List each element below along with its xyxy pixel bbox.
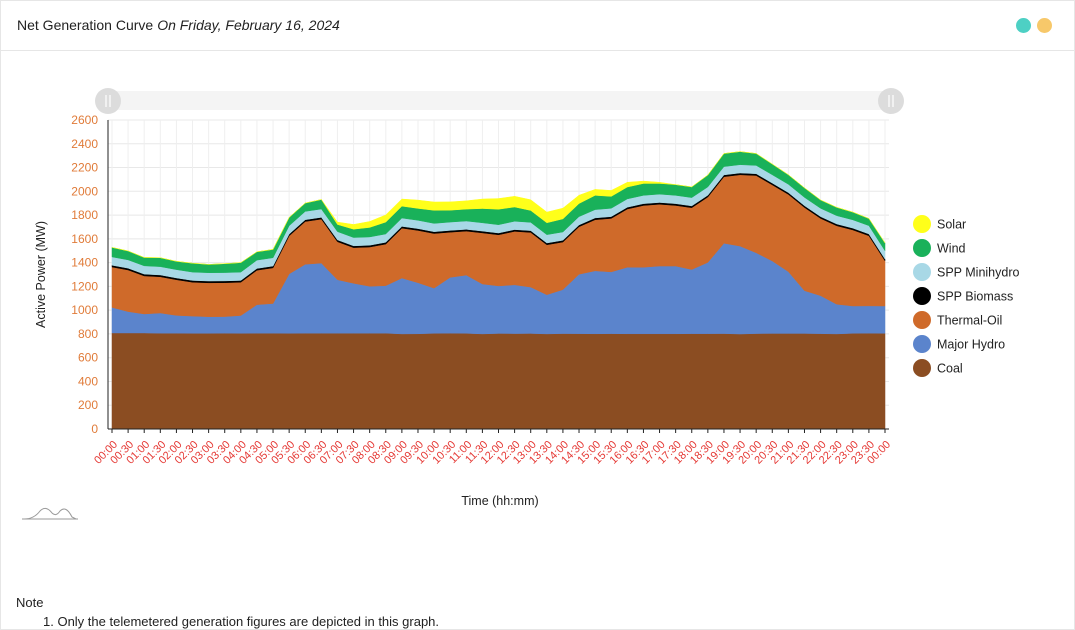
- legend-label[interactable]: SPP Biomass: [937, 290, 1013, 304]
- area-coal[interactable]: [111, 332, 886, 430]
- legend-marker[interactable]: [913, 215, 931, 233]
- y-tick-label: 200: [78, 398, 98, 412]
- y-tick-label: 1200: [71, 279, 98, 293]
- range-handle-left[interactable]: [95, 88, 121, 114]
- title-date: On Friday, February 16, 2024: [157, 17, 340, 33]
- y-tick-label: 1800: [71, 208, 98, 222]
- chart-title: Net Generation Curve On Friday, February …: [17, 17, 340, 33]
- legend-marker[interactable]: [913, 335, 931, 353]
- chart-thumbnail-icon: [22, 507, 78, 520]
- legend-marker[interactable]: [913, 287, 931, 305]
- legend-marker[interactable]: [913, 359, 931, 377]
- legend-label[interactable]: Wind: [937, 242, 966, 256]
- header-dots: [1016, 18, 1052, 33]
- y-tick-label: 1400: [71, 256, 98, 270]
- legend-label[interactable]: Major Hydro: [937, 338, 1005, 352]
- net-generation-chart: 0 200 400 600 800 1000 1200 1400 1600 1800 2000 220…: [34, 88, 1019, 508]
- legend-marker[interactable]: [913, 263, 931, 281]
- legend-label[interactable]: Solar: [937, 218, 966, 232]
- y-tick-label: 2600: [71, 113, 98, 127]
- note-heading: Note: [16, 595, 44, 610]
- legend-label[interactable]: SPP Minihydro: [937, 266, 1019, 280]
- note-item: 1. Only the telemetered generation figur…: [43, 614, 440, 629]
- y-axis-label: Active Power (MW): [34, 221, 48, 328]
- x-axis-label: Time (hh:mm): [461, 494, 538, 508]
- legend-marker[interactable]: [913, 311, 931, 329]
- y-tick-label: 600: [78, 351, 98, 365]
- y-tick-label: 800: [78, 327, 98, 341]
- y-tick-label: 0: [91, 422, 98, 436]
- legend-label[interactable]: Coal: [937, 362, 963, 376]
- legend-marker[interactable]: [913, 239, 931, 257]
- legend-label[interactable]: Thermal-Oil: [937, 314, 1002, 328]
- yellow-dot-icon[interactable]: [1037, 18, 1052, 33]
- y-tick-label: 2000: [71, 184, 98, 198]
- y-tick-label: 2400: [71, 137, 98, 151]
- y-tick-label: 400: [78, 374, 98, 388]
- range-slider-track[interactable]: [108, 91, 892, 110]
- teal-dot-icon[interactable]: [1016, 18, 1031, 33]
- card-header: Net Generation Curve On Friday, February …: [1, 1, 1074, 51]
- title-text: Net Generation Curve: [17, 17, 154, 33]
- y-tick-label: 2200: [71, 161, 98, 175]
- y-tick-label: 1000: [71, 303, 98, 317]
- y-tick-label: 1600: [71, 232, 98, 246]
- range-handle-right[interactable]: [878, 88, 904, 114]
